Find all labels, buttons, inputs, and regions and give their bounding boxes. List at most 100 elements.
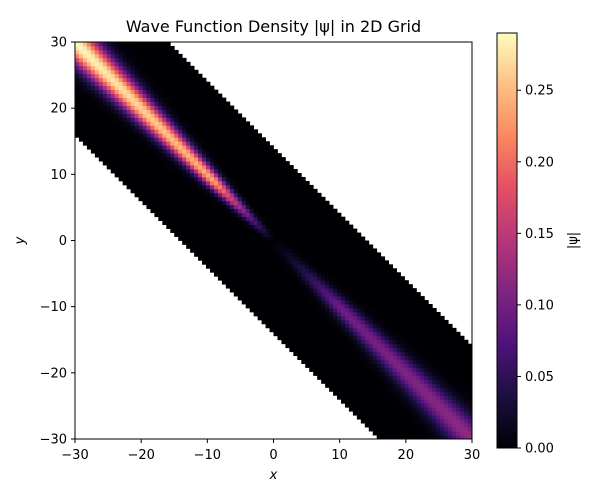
heatmap-cell (261, 276, 266, 281)
heatmap-cell (392, 280, 397, 285)
heatmap-cell (257, 165, 262, 170)
heatmap-cell (329, 260, 334, 265)
heatmap-cell (432, 415, 437, 420)
heatmap-cell (265, 208, 270, 214)
x-tick-label: 30 (464, 448, 481, 463)
heatmap-cell (329, 284, 334, 289)
heatmap-cell (138, 69, 143, 75)
heatmap-cell (253, 137, 259, 142)
heatmap-cell (202, 109, 207, 114)
heatmap-cell (202, 105, 207, 110)
heatmap-cell (202, 169, 207, 174)
heatmap-cell (364, 399, 370, 404)
heatmap-cell (452, 363, 457, 368)
heatmap-cell (285, 256, 290, 261)
heatmap-cell (249, 292, 255, 297)
heatmap-cell (321, 307, 326, 313)
heatmap-cell (154, 57, 159, 63)
heatmap-cell (440, 379, 445, 384)
heatmap-cell (384, 323, 390, 329)
heatmap-cell (321, 232, 326, 237)
heatmap-cell (301, 232, 306, 237)
heatmap-cell (146, 81, 151, 87)
heatmap-cell (98, 65, 104, 71)
heatmap-cell (408, 311, 413, 317)
heatmap-cell (158, 121, 163, 126)
heatmap-cell (337, 228, 342, 233)
heatmap-cell (344, 363, 350, 368)
heatmap-cell (352, 343, 358, 349)
heatmap-cell (325, 339, 330, 345)
heatmap-cell (265, 161, 270, 166)
heatmap-cell (424, 347, 429, 353)
heatmap-cell (313, 228, 318, 233)
colorbar-label: |ψ| (566, 232, 581, 249)
heatmap-cell (277, 204, 282, 210)
heatmap-cell (166, 81, 171, 87)
heatmap-cell (221, 149, 227, 154)
heatmap-cell (317, 355, 322, 360)
heatmap-cell (237, 292, 243, 297)
heatmap-cell (221, 220, 227, 226)
heatmap-cell (452, 423, 457, 428)
heatmap-cell (178, 224, 183, 229)
heatmap-cell (396, 427, 401, 432)
heatmap-cell (400, 427, 405, 432)
heatmap-cell (170, 65, 175, 71)
heatmap-cell (309, 208, 314, 214)
heatmap-cell (456, 435, 461, 439)
heatmap-cell (261, 240, 266, 245)
heatmap-cell (221, 173, 227, 178)
heatmap-cell (245, 216, 251, 222)
heatmap-cell (364, 284, 370, 289)
heatmap-cell (380, 363, 386, 368)
heatmap-cell (178, 192, 183, 198)
heatmap-cell (416, 363, 421, 368)
heatmap-cell (154, 45, 159, 51)
heatmap-cell (233, 153, 239, 158)
heatmap-cell (436, 323, 441, 329)
heatmap-cell (174, 105, 179, 110)
heatmap-cell (329, 347, 334, 353)
heatmap-cell (329, 383, 334, 388)
heatmap-cell (360, 419, 366, 424)
heatmap-cell (233, 264, 239, 269)
heatmap-cell (309, 280, 314, 285)
heatmap-cell (178, 113, 183, 118)
heatmap-cell (404, 395, 409, 400)
heatmap-cell (368, 327, 374, 333)
heatmap-cell (396, 292, 401, 297)
heatmap-cell (249, 169, 255, 174)
heatmap-cell (241, 117, 247, 122)
heatmap-cell (142, 196, 147, 202)
heatmap-cell (166, 204, 171, 210)
heatmap-cell (344, 387, 350, 392)
heatmap-cell (110, 105, 116, 110)
heatmap-cell (166, 188, 171, 194)
heatmap-cell (281, 248, 286, 253)
heatmap-cell (269, 315, 274, 321)
heatmap-cell (277, 208, 282, 214)
heatmap-cell (444, 387, 449, 392)
heatmap-cell (86, 61, 92, 67)
heatmap-cell (424, 415, 429, 420)
heatmap-cell (229, 280, 235, 285)
heatmap-cell (213, 272, 219, 277)
heatmap-cell (253, 180, 259, 186)
heatmap-cell (340, 220, 346, 226)
heatmap-cell (82, 49, 88, 55)
heatmap-cell (261, 176, 266, 182)
heatmap-cell (372, 347, 378, 353)
heatmap-cell (106, 121, 112, 126)
heatmap-cell (297, 224, 302, 229)
heatmap-cell (285, 276, 290, 281)
heatmap-cell (380, 307, 386, 313)
heatmap-cell (456, 379, 461, 384)
heatmap-cell (126, 77, 131, 83)
heatmap-cell (114, 121, 120, 126)
heatmap-cell (412, 411, 417, 416)
heatmap-cell (329, 232, 334, 237)
heatmap-cell (468, 375, 472, 380)
heatmap-cell (436, 399, 441, 404)
heatmap-cell (321, 228, 326, 233)
